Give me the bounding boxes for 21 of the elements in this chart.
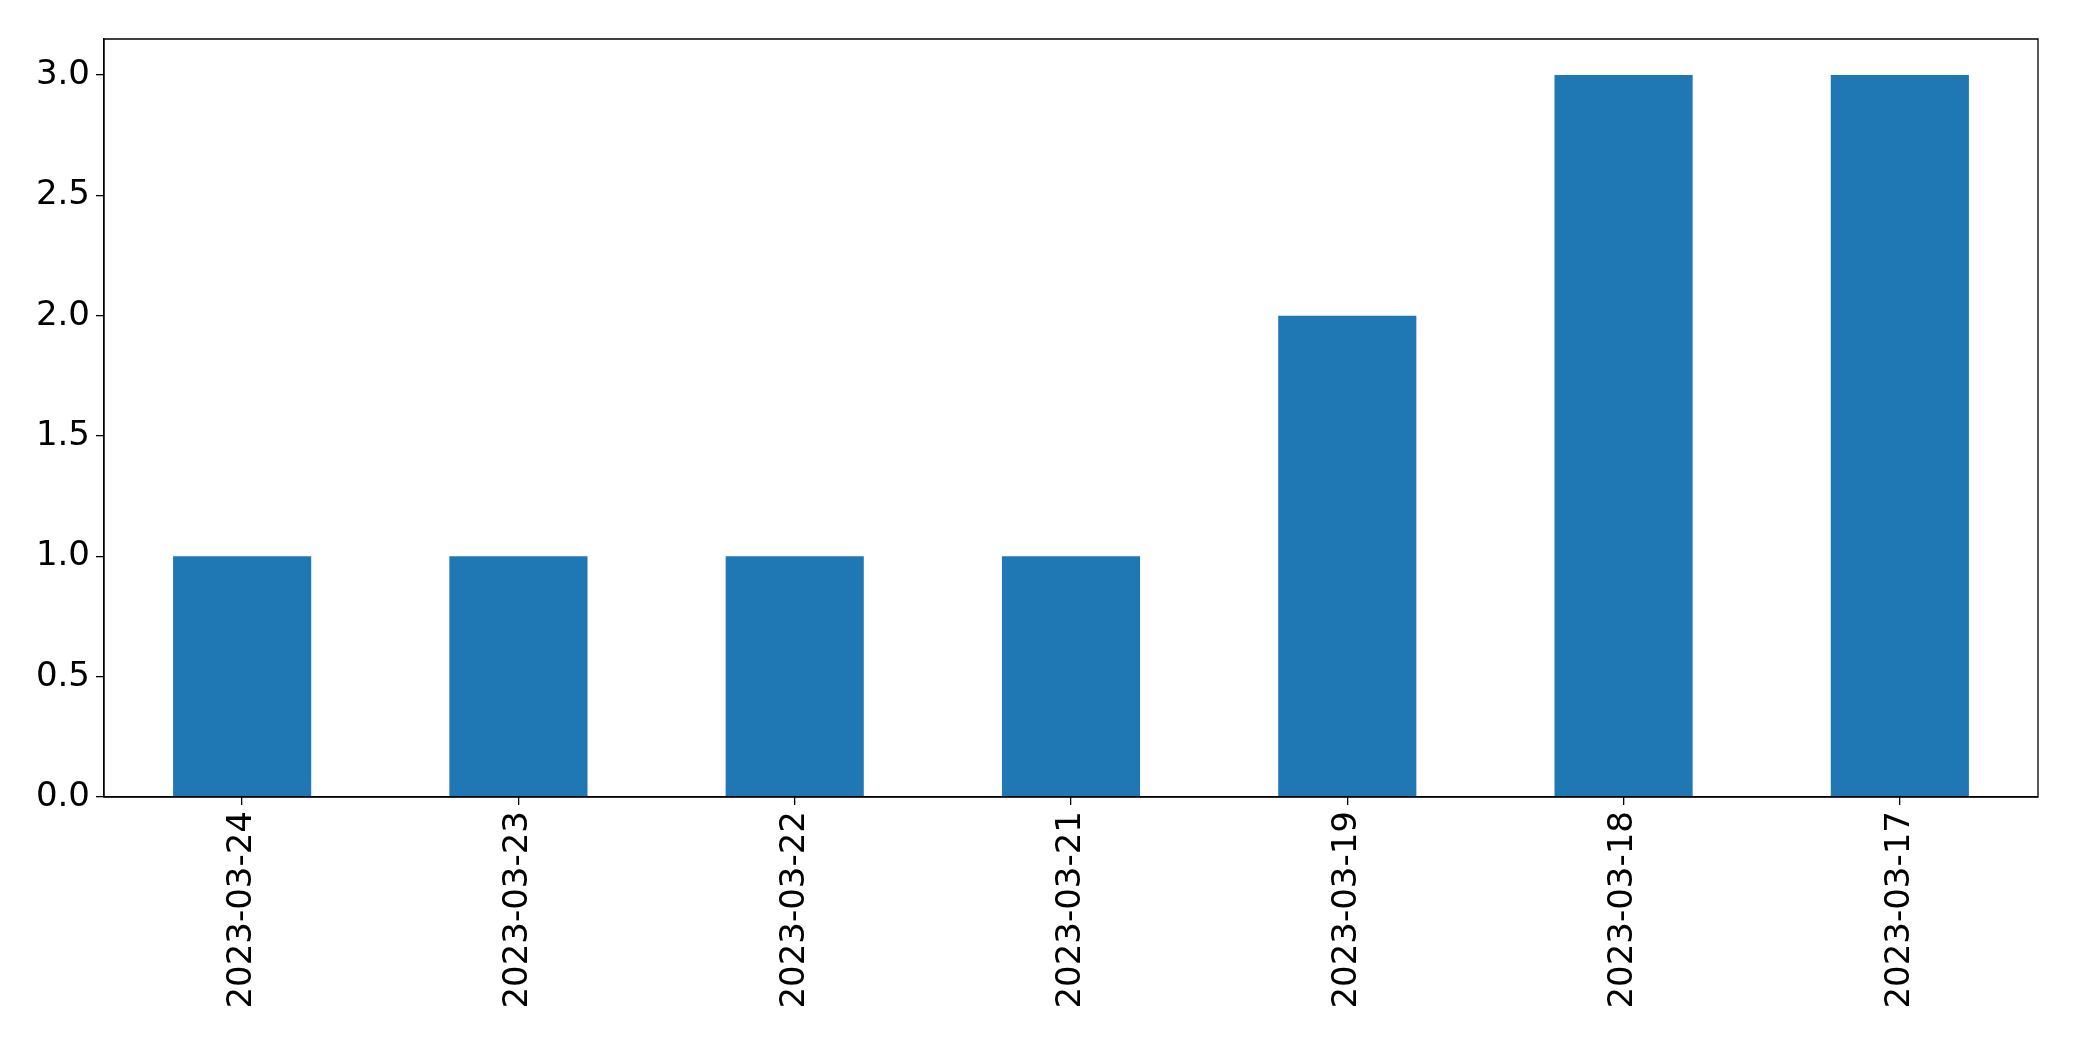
- x-tick-label: 2023-03-17: [1876, 811, 1917, 1009]
- y-tick-label: 1.0: [35, 533, 90, 574]
- bar: [1278, 315, 1417, 797]
- x-tick-label: 2023-03-19: [1324, 811, 1365, 1009]
- y-tick-label: 3.0: [35, 51, 90, 92]
- x-tick-label: 2023-03-18: [1600, 811, 1641, 1009]
- bar: [1830, 75, 1969, 797]
- bar: [725, 556, 864, 797]
- bar: [173, 556, 312, 797]
- y-tick-label: 1.5: [35, 412, 90, 453]
- x-tick-label: 2023-03-23: [495, 811, 536, 1009]
- bar: [1001, 556, 1141, 797]
- y-tick-label: 0.0: [35, 773, 90, 814]
- y-tick-label: 2.0: [35, 292, 90, 333]
- bar: [1554, 75, 1693, 797]
- x-tick-label: 2023-03-22: [771, 811, 812, 1009]
- x-tick-label: 2023-03-21: [1047, 811, 1088, 1009]
- y-tick-label: 0.5: [35, 653, 90, 694]
- y-tick-label: 2.5: [35, 172, 90, 213]
- x-tick-label: 2023-03-24: [218, 811, 259, 1009]
- bar: [449, 556, 588, 797]
